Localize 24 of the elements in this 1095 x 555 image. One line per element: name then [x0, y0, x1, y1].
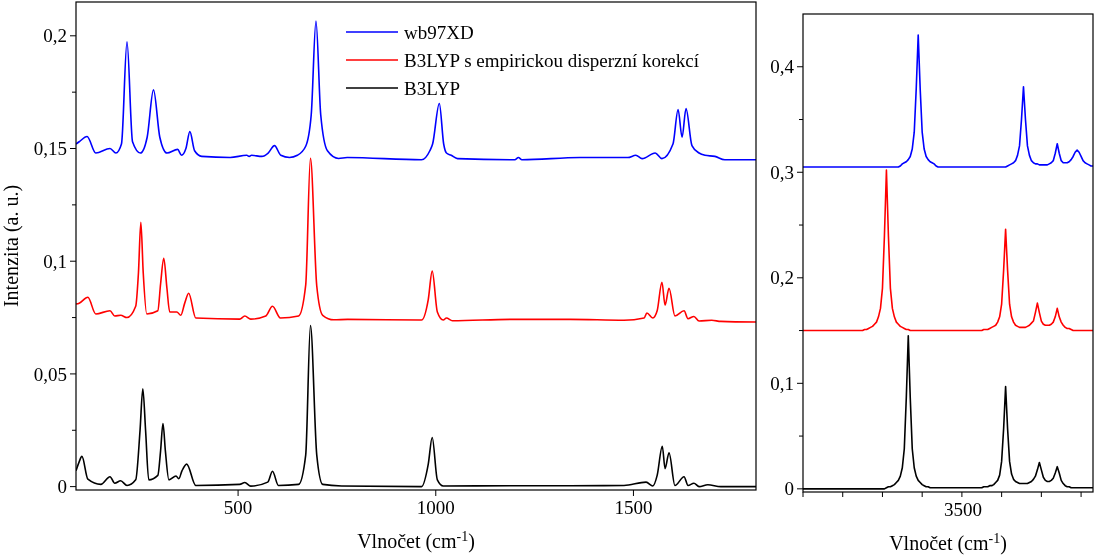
line-series — [76, 157, 756, 323]
x-tick-label: 1000 — [416, 497, 455, 518]
y-tick-label: 0,4 — [770, 56, 795, 78]
y-tick-label: 0,15 — [33, 138, 67, 160]
y-tick-label: 0,2 — [43, 25, 67, 47]
legend-label: B3LYP — [404, 77, 461, 99]
x-axis-title: Vlnočet (cm$^{-1}$) — [889, 530, 1007, 555]
y-axis-title: Intenzita (a. u.) — [0, 184, 23, 308]
text: 3500 — [944, 499, 982, 520]
y-tick-label: 0,05 — [33, 363, 67, 385]
y-tick-label: 0,1 — [770, 372, 794, 394]
y-tick-label: 0,1 — [43, 250, 67, 272]
legend-label: wb97XD — [404, 21, 474, 43]
y-tick-label: 0 — [57, 476, 67, 498]
line-series — [803, 34, 1093, 168]
y-tick-label: 0,3 — [770, 161, 794, 183]
y-tick-label: 0,2 — [770, 267, 794, 289]
line-series — [76, 20, 756, 161]
x-axis-title: Vlnočet (cm$^{-1}$) — [357, 528, 475, 553]
legend-label: B3LYP s empirickou disperzní korekcí — [404, 49, 700, 71]
y-tick-label: 0 — [784, 478, 794, 500]
x-tick-label: 500 — [223, 497, 253, 518]
line-series — [803, 169, 1093, 332]
x-tick-label: 1500 — [614, 497, 653, 518]
